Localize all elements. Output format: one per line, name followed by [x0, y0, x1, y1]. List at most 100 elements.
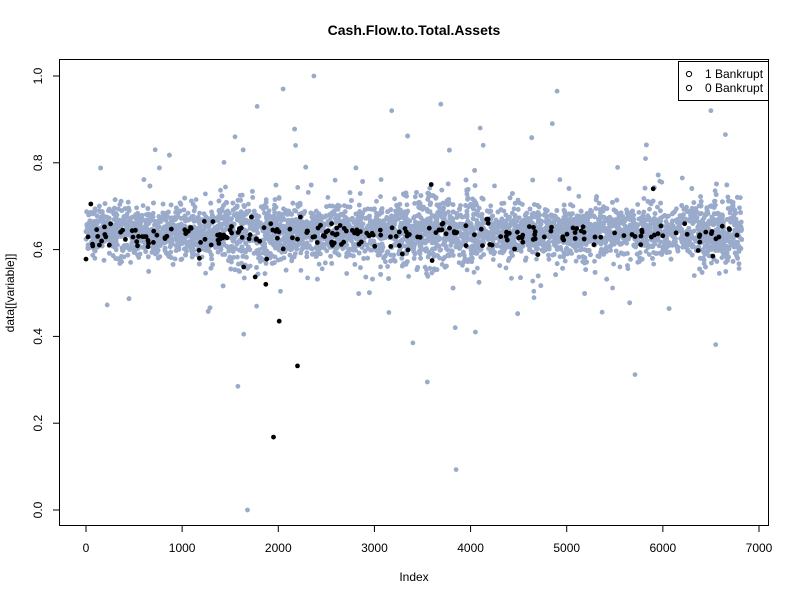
point-not-bankrupt: [656, 243, 662, 249]
point-not-bankrupt: [427, 265, 433, 271]
point-not-bankrupt: [191, 208, 197, 214]
point-not-bankrupt: [557, 254, 563, 260]
point-not-bankrupt: [499, 201, 505, 206]
point-not-bankrupt: [456, 260, 462, 266]
point-not-bankrupt: [360, 179, 365, 184]
point-not-bankrupt: [173, 248, 179, 253]
point-not-bankrupt: [417, 248, 422, 254]
point-not-bankrupt: [90, 252, 96, 258]
point-not-bankrupt: [254, 303, 259, 309]
point-not-bankrupt: [272, 197, 278, 202]
point-not-bankrupt: [613, 248, 619, 254]
point-not-bankrupt: [735, 240, 741, 245]
point-not-bankrupt: [303, 164, 309, 170]
point-not-bankrupt: [596, 254, 602, 259]
point-not-bankrupt: [210, 262, 216, 267]
point-not-bankrupt: [679, 238, 685, 244]
point-not-bankrupt: [392, 196, 397, 202]
point-not-bankrupt: [277, 222, 283, 228]
point-not-bankrupt: [709, 260, 714, 266]
point-not-bankrupt: [608, 229, 614, 235]
point-not-bankrupt: [507, 195, 513, 201]
point-not-bankrupt: [531, 295, 537, 301]
point-not-bankrupt: [643, 156, 648, 162]
point-not-bankrupt: [404, 202, 410, 208]
point-not-bankrupt: [160, 210, 166, 216]
point-not-bankrupt: [530, 278, 536, 284]
point-not-bankrupt: [475, 265, 480, 271]
point-not-bankrupt: [583, 267, 589, 272]
point-not-bankrupt: [208, 200, 214, 206]
point-not-bankrupt: [353, 236, 359, 241]
point-not-bankrupt: [113, 214, 119, 219]
point-not-bankrupt: [431, 254, 437, 259]
point-not-bankrupt: [427, 185, 433, 191]
point-not-bankrupt: [463, 203, 468, 208]
point-not-bankrupt: [643, 249, 649, 254]
point-not-bankrupt: [140, 203, 146, 209]
point-not-bankrupt: [126, 296, 132, 302]
point-not-bankrupt: [724, 217, 730, 222]
point-not-bankrupt: [336, 252, 342, 258]
point-not-bankrupt: [324, 241, 330, 247]
point-not-bankrupt: [604, 276, 610, 282]
point-not-bankrupt: [610, 285, 615, 291]
point-not-bankrupt: [673, 243, 679, 249]
point-not-bankrupt: [719, 255, 725, 261]
point-not-bankrupt: [593, 206, 599, 211]
point-not-bankrupt: [107, 250, 112, 256]
point-not-bankrupt: [628, 257, 633, 262]
point-not-bankrupt: [403, 213, 409, 219]
point-not-bankrupt: [125, 252, 131, 258]
point-not-bankrupt: [464, 267, 470, 273]
point-not-bankrupt: [546, 252, 551, 258]
point-not-bankrupt: [203, 214, 209, 220]
point-not-bankrupt: [433, 195, 439, 201]
point-not-bankrupt: [641, 209, 647, 215]
chart-title: Cash.Flow.to.Total.Assets: [328, 22, 501, 38]
point-not-bankrupt: [435, 243, 440, 249]
point-not-bankrupt: [530, 177, 536, 183]
point-not-bankrupt: [344, 271, 350, 276]
point-not-bankrupt: [492, 183, 497, 189]
point-not-bankrupt: [681, 206, 687, 212]
point-not-bankrupt: [209, 215, 215, 221]
point-not-bankrupt: [207, 305, 213, 311]
point-not-bankrupt: [278, 288, 283, 294]
point-not-bankrupt: [562, 258, 568, 264]
point-not-bankrupt: [235, 254, 240, 260]
point-not-bankrupt: [457, 206, 462, 212]
point-not-bankrupt: [573, 258, 579, 264]
point-not-bankrupt: [250, 189, 255, 194]
point-not-bankrupt: [359, 245, 365, 250]
point-not-bankrupt: [698, 194, 703, 200]
point-not-bankrupt: [519, 219, 524, 225]
point-not-bankrupt: [332, 177, 338, 183]
point-not-bankrupt: [723, 269, 729, 274]
point-not-bankrupt: [193, 197, 199, 203]
point-not-bankrupt: [385, 264, 390, 269]
point-not-bankrupt: [272, 210, 277, 215]
point-not-bankrupt: [430, 246, 435, 252]
point-not-bankrupt: [599, 309, 605, 315]
point-not-bankrupt: [399, 255, 405, 261]
point-not-bankrupt: [737, 205, 742, 211]
point-not-bankrupt: [230, 200, 236, 206]
point-not-bankrupt: [378, 264, 383, 270]
point-not-bankrupt: [674, 206, 679, 212]
point-not-bankrupt: [441, 205, 447, 211]
point-not-bankrupt: [135, 252, 141, 258]
point-not-bankrupt: [739, 237, 745, 242]
point-not-bankrupt: [357, 191, 363, 196]
point-not-bankrupt: [94, 213, 100, 219]
point-not-bankrupt: [431, 266, 437, 272]
point-not-bankrupt: [128, 260, 134, 265]
point-not-bankrupt: [554, 244, 559, 250]
point-not-bankrupt: [651, 261, 657, 267]
point-not-bankrupt: [596, 200, 602, 206]
point-not-bankrupt: [298, 268, 304, 273]
point-not-bankrupt: [687, 237, 692, 243]
point-not-bankrupt: [725, 194, 731, 200]
point-not-bankrupt: [703, 264, 708, 270]
